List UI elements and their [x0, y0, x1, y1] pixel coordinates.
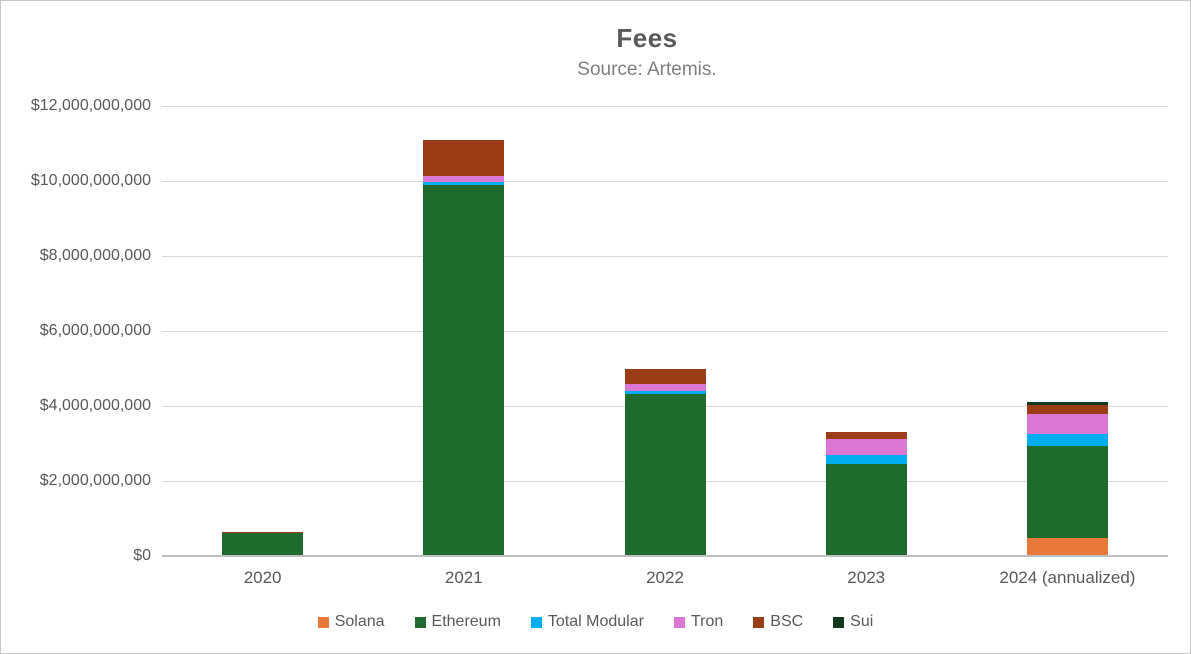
legend: Solana Ethereum Total Modular Tron BSC Sui [1, 613, 1190, 631]
gridline [162, 331, 1168, 332]
x-axis-label: 2022 [646, 568, 684, 587]
bar-segment-tron [624, 383, 706, 391]
gridline [162, 106, 1168, 107]
bar-segment-bsc [222, 531, 304, 534]
legend-item-tron: Tron [673, 613, 724, 631]
x-axis-label: 2020 [243, 568, 282, 587]
y-tick-label: $10,000,000,000 [30, 172, 151, 189]
legend-item-sui: Sui [833, 613, 873, 631]
bar-segment-tron [423, 175, 505, 182]
y-tick-label: $12,000,000,000 [30, 97, 151, 114]
y-tick-label: $6,000,000,000 [39, 322, 151, 339]
legend-label: Solana [334, 613, 385, 630]
x-axis-line [162, 555, 1168, 557]
bar-segment-total-modular [624, 390, 706, 394]
legend-item-solana: Solana [317, 613, 385, 631]
bar-segment-ethereum [825, 463, 907, 555]
legend-item-ethereum: Ethereum [414, 613, 501, 631]
bar-segment-bsc [1026, 405, 1108, 414]
legend-label: Sui [850, 613, 874, 630]
legend-swatch [753, 616, 765, 628]
bar-2020 [222, 105, 304, 555]
bar-segment-bsc [825, 431, 907, 439]
bar-segment-bsc [423, 139, 505, 176]
bar-segment-ethereum [423, 184, 505, 555]
x-axis-labels: 2020 2021 2022 2023 2024 (annualized) [162, 568, 1168, 588]
bar-segment-tron [825, 438, 907, 455]
legend-label: Ethereum [431, 613, 501, 630]
y-tick-label: $4,000,000,000 [39, 397, 151, 414]
bar-segment-tron [1026, 414, 1108, 434]
bar-segment-bsc [624, 368, 706, 384]
legend-swatch [317, 616, 329, 628]
y-axis-labels: $0 $2,000,000,000 $4,000,000,000 $6,000,000… [1, 97, 151, 564]
y-tick-label: $2,000,000,000 [39, 472, 151, 489]
x-axis-label: 2021 [444, 568, 483, 587]
gridline [162, 181, 1168, 182]
bar-segment-total-modular [825, 454, 907, 464]
bar-segment-sui [1026, 401, 1108, 406]
y-tick-label: $8,000,000,000 [39, 247, 151, 264]
bar-segment-ethereum [222, 533, 304, 555]
bar-segment-total-modular [1026, 433, 1108, 446]
bar-segment-solana [1026, 538, 1108, 555]
legend-swatch [530, 616, 542, 628]
bar-segment-total-modular [423, 181, 505, 185]
plot-area [162, 105, 1168, 557]
chart-title: Fees [616, 23, 678, 53]
legend-swatch [673, 616, 685, 628]
x-axis-label: 2023 [847, 568, 886, 587]
chart-subtitle: Source: Artemis. [577, 59, 717, 80]
legend-label: BSC [770, 613, 804, 630]
y-tick-label: $0 [133, 547, 151, 564]
legend-label: Tron [690, 613, 724, 630]
legend-label: Total Modular [547, 613, 644, 630]
legend-swatch [414, 616, 426, 628]
gridline [162, 256, 1168, 257]
legend-item-total-modular: Total Modular [530, 613, 644, 631]
bar-2022 [624, 105, 706, 555]
legend-item-bsc: BSC [753, 613, 803, 631]
bar-2024 [1026, 105, 1108, 555]
legend-swatch [833, 616, 845, 628]
bar-segment-ethereum [624, 393, 706, 555]
bar-2023 [825, 105, 907, 555]
x-axis-label: 2024 (annualized) [999, 568, 1136, 587]
bar-segment-ethereum [1026, 445, 1108, 539]
bar-2021 [423, 105, 505, 555]
